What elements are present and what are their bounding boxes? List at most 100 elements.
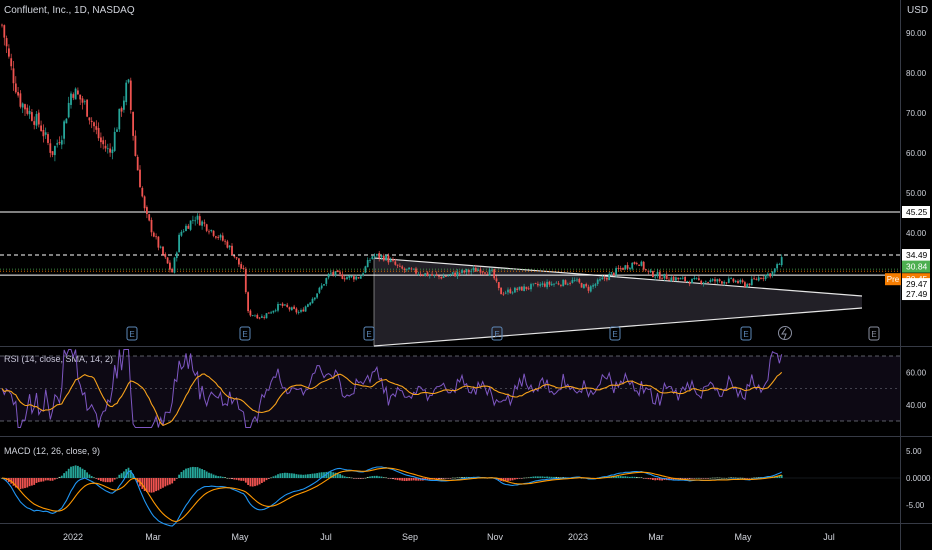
candle-body <box>150 219 153 233</box>
candle-body <box>240 264 243 269</box>
candle-body <box>37 112 40 125</box>
candle-body <box>290 307 293 311</box>
candle-body <box>486 273 489 275</box>
macd-histogram-bar <box>150 478 153 493</box>
macd-histogram-bar <box>555 476 558 478</box>
macd-histogram-bar <box>626 476 629 478</box>
candle-body <box>723 281 726 284</box>
split-icon <box>778 326 792 340</box>
candle-body <box>244 269 247 293</box>
candle-body <box>83 101 86 103</box>
macd-histogram-bar <box>366 476 369 478</box>
macd-histogram-bar <box>410 478 413 481</box>
candle-body <box>90 120 93 122</box>
candle-body <box>730 278 732 279</box>
macd-histogram-bar <box>415 478 417 481</box>
macd-histogram-bar <box>233 478 236 480</box>
candle-body <box>341 274 344 279</box>
macd-histogram-bar <box>169 478 171 485</box>
candle-body <box>327 273 330 278</box>
candle-body <box>500 287 502 295</box>
macd-histogram-bar <box>210 473 213 478</box>
macd-histogram-bar <box>49 478 52 481</box>
macd-histogram-bar <box>748 478 751 479</box>
macd-histogram-bar <box>681 478 684 479</box>
candle-body <box>380 255 383 258</box>
candle-body <box>426 272 429 276</box>
candle-body <box>26 107 29 114</box>
macd-histogram-bar <box>265 478 268 481</box>
macd-histogram-bar <box>238 478 240 481</box>
candle-body <box>608 273 611 281</box>
earnings-marker-label: E <box>871 330 876 339</box>
candle-body <box>626 265 629 269</box>
candle-body <box>635 263 638 265</box>
candle-body <box>704 281 707 283</box>
macd-histogram-bar <box>267 478 270 479</box>
candle-body <box>677 277 680 280</box>
macd-histogram-bar <box>254 478 256 487</box>
candle-body <box>534 283 537 284</box>
macd-histogram-bar <box>727 477 730 479</box>
macd-histogram-bar <box>261 478 263 483</box>
candle-body <box>254 315 256 317</box>
candle-body <box>307 304 309 307</box>
macd-histogram-bar <box>231 478 233 480</box>
candle-body <box>28 110 31 115</box>
candle-body <box>769 273 772 277</box>
macd-histogram-bar <box>189 467 192 478</box>
macd-histogram-bar <box>739 477 742 479</box>
macd-histogram-bar <box>543 476 546 478</box>
candle-body <box>152 232 155 237</box>
candle-body <box>484 272 486 274</box>
candle-body <box>744 282 746 287</box>
macd-histogram-bar <box>332 472 335 478</box>
macd-histogram-bar <box>323 472 325 478</box>
x-tick-label: Jul <box>823 532 835 542</box>
candle-body <box>56 143 59 145</box>
macd-histogram-bar <box>113 478 116 480</box>
candle-body <box>424 273 427 276</box>
macd-histogram-bar <box>242 478 245 481</box>
candle-body <box>557 283 560 285</box>
candle-body <box>405 268 408 270</box>
macd-histogram-bar <box>520 478 523 479</box>
macd-histogram-bar <box>31 478 33 486</box>
earnings-marker <box>239 326 251 341</box>
macd-histogram-bar <box>615 476 617 478</box>
candle-body <box>394 261 397 265</box>
candle-body <box>396 264 399 266</box>
macd-histogram-bar <box>123 471 125 478</box>
candle-body <box>171 268 174 273</box>
candle-body <box>408 267 410 270</box>
macd-histogram-bar <box>631 476 634 478</box>
candle-body <box>359 276 362 279</box>
candle-body <box>695 278 698 280</box>
macd-histogram-bar <box>534 476 537 478</box>
macd-histogram-bar <box>725 477 728 479</box>
candle-body <box>599 279 601 281</box>
earnings-marker-label: E <box>743 330 748 339</box>
macd-signal-line <box>1 467 782 522</box>
macd-histogram-bar <box>309 474 312 478</box>
macd-histogram-bar <box>355 478 358 479</box>
macd-histogram-bar <box>171 478 174 484</box>
macd-histogram-bar <box>24 478 26 489</box>
candle-body <box>746 284 749 288</box>
candle-body <box>672 276 675 281</box>
macd-histogram-bar <box>120 473 123 478</box>
candle-body <box>527 288 530 290</box>
macd-histogram-bar <box>396 478 399 481</box>
macd-histogram-bar <box>17 478 19 489</box>
macd-histogram-bar <box>617 476 620 478</box>
price-label-box <box>902 288 930 301</box>
candle-body <box>587 286 590 291</box>
macd-histogram-bar <box>734 477 737 479</box>
macd-histogram-bar <box>514 478 516 480</box>
candle-body <box>215 236 217 238</box>
macd-histogram-bar <box>272 476 275 478</box>
macd-histogram-bar <box>102 478 105 482</box>
macd-histogram-bar <box>746 478 749 479</box>
macd-histogram-bar <box>412 478 415 481</box>
